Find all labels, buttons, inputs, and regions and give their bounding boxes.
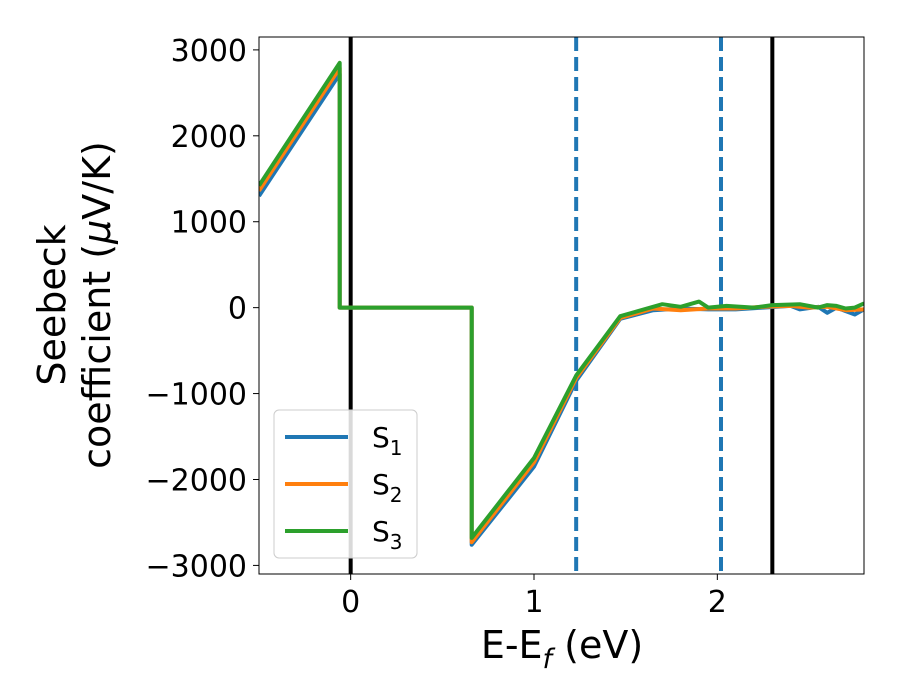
x-axis-ticks: 0 1 2 <box>341 574 727 620</box>
series-lines <box>259 60 864 547</box>
y-tick-label: −3000 <box>146 549 247 584</box>
y-tick-label: −1000 <box>146 378 247 413</box>
legend-label-1: S1 <box>372 421 403 460</box>
legend-label-3: S3 <box>372 515 403 554</box>
y-axis-label: Seebeck coefficient (μV/K) <box>30 141 119 469</box>
y-tick-label: 2000 <box>171 120 247 155</box>
plot-frame <box>258 36 865 575</box>
y-axis-label-line2a: coefficient ( <box>75 244 119 469</box>
y-tick-label: 3000 <box>171 34 247 69</box>
x-axis-label: E-Ef (eV) <box>481 623 643 675</box>
y-axis-ticks: −3000 −2000 −1000 0 1000 2000 3000 <box>146 34 259 584</box>
legend-label-2: S2 <box>372 468 403 507</box>
x-tick-label: 0 <box>341 585 360 620</box>
y-tick-label: 0 <box>228 292 247 327</box>
x-tick-label: 1 <box>524 585 543 620</box>
y-axis-label-line1: Seebeck <box>30 224 74 385</box>
x-tick-label: 2 <box>708 585 727 620</box>
legend: S1 S2 S3 <box>273 409 418 559</box>
y-axis-label-line2: coefficient (μV/K) <box>75 141 119 469</box>
y-axis-label-line2b: V/K) <box>75 141 119 220</box>
series-line-3 <box>259 60 864 540</box>
y-axis-label-mu: μ <box>75 220 119 245</box>
y-tick-label: −2000 <box>146 463 247 498</box>
x-axis-label-tail: (eV) <box>552 623 643 667</box>
x-axis-label-main: E-E <box>481 623 543 667</box>
y-tick-label: 1000 <box>171 206 247 241</box>
